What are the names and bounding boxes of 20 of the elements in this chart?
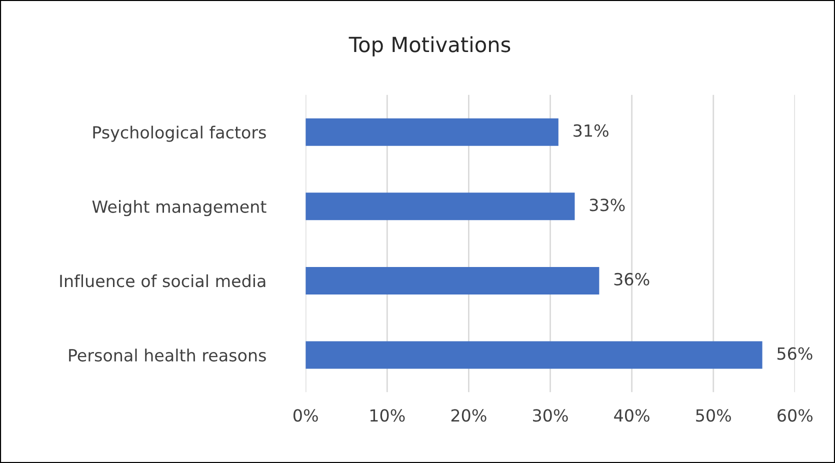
y-tick-label: Weight management: [92, 200, 266, 216]
data-label: 33%: [590, 198, 625, 212]
x-tick-label: 0%: [293, 409, 318, 422]
bar: [306, 341, 762, 369]
y-tick-label: Personal health reasons: [69, 348, 266, 362]
x-tick-label: 30%: [533, 409, 568, 422]
x-tick-label: 40%: [614, 409, 650, 422]
data-label: 56%: [777, 347, 812, 360]
x-tick-label: 50%: [696, 409, 731, 422]
bar: [306, 266, 600, 294]
data-label: 36%: [614, 272, 650, 286]
bar: [306, 192, 575, 220]
x-tick-label: 10%: [370, 409, 405, 422]
y-tick-label: Psychological factors: [93, 126, 266, 142]
y-tick-label: Influence of social media: [60, 274, 266, 288]
data-label: 31%: [574, 124, 608, 137]
x-tick-label: 60%: [778, 409, 813, 422]
chart-title: Top Motivations: [348, 36, 510, 56]
x-tick-label: 20%: [451, 409, 486, 422]
bar: [306, 118, 558, 146]
